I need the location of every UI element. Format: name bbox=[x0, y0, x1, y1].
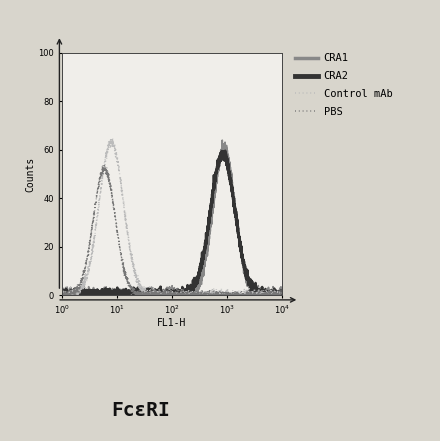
Text: FcεRI: FcεRI bbox=[111, 400, 170, 420]
Legend: CRA1, CRA2, Control mAb, PBS: CRA1, CRA2, Control mAb, PBS bbox=[291, 49, 396, 121]
X-axis label: FL1-H: FL1-H bbox=[157, 318, 186, 328]
Y-axis label: Counts: Counts bbox=[26, 157, 36, 192]
